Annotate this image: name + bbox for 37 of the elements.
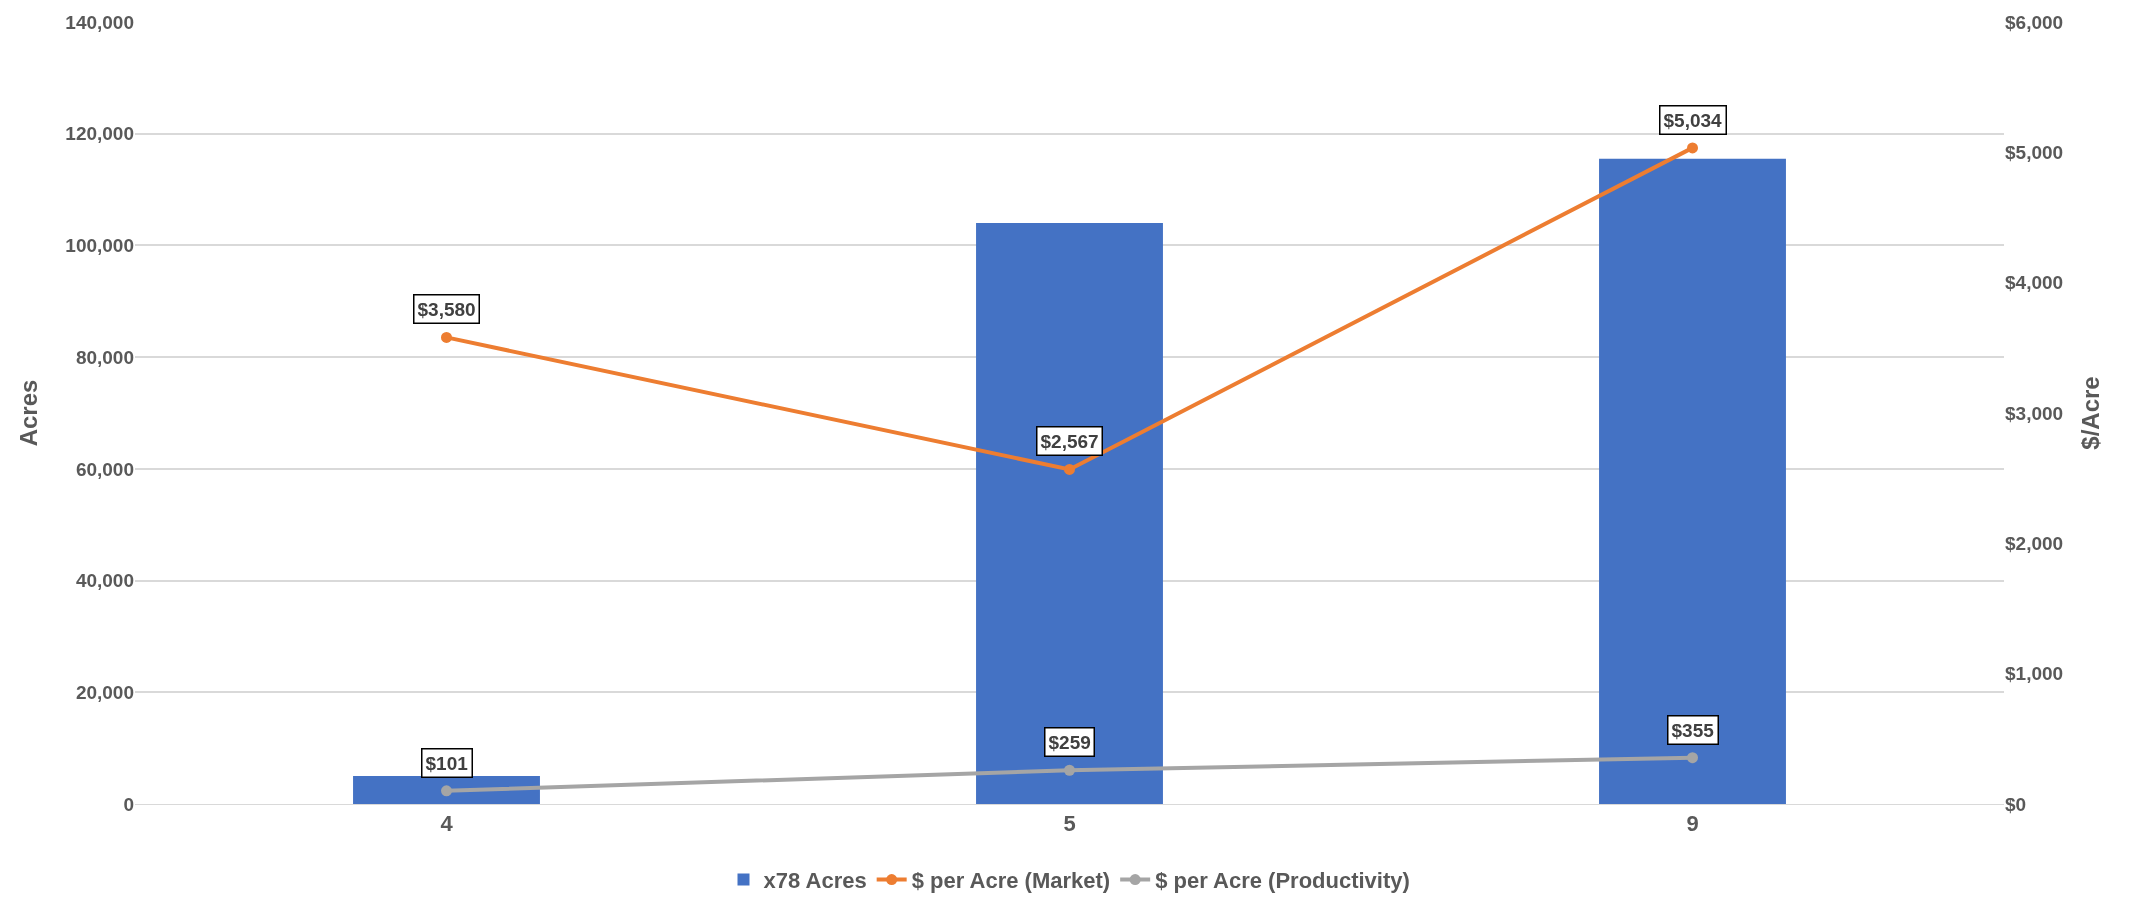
y-axis-title: Acres <box>15 379 43 447</box>
data-label: $2,567 <box>1040 430 1099 452</box>
y-tick-label: 140,000 <box>65 11 134 33</box>
y-tick-label: 60,000 <box>75 458 134 480</box>
point <box>1687 752 1698 764</box>
legend-label: $ per Acre (Productivity) <box>1155 868 1410 894</box>
data-label: $101 <box>425 752 469 774</box>
y2-tick-label: $1,000 <box>2005 663 2064 685</box>
x-tick-label: 5 <box>1063 811 1076 837</box>
y-tick-label: 100,000 <box>65 235 134 257</box>
legend-label: x78 Acres <box>763 868 867 894</box>
x-tick-label: 4 <box>440 811 454 837</box>
y2-tick-label: $3,000 <box>2005 402 2064 424</box>
point <box>1064 764 1075 776</box>
y2-tick-label: $4,000 <box>2005 272 2064 294</box>
y-tick-label: 20,000 <box>75 681 134 703</box>
y-tick-label: 40,000 <box>75 570 134 592</box>
y-tick-label: 0 <box>123 793 134 815</box>
data-label: $355 <box>1671 719 1715 741</box>
y2-axis-title: $/Acre <box>2077 376 2105 450</box>
point <box>1687 142 1698 154</box>
legend-label: $ per Acre (Market) <box>911 868 1111 894</box>
bar <box>1599 158 1786 804</box>
y-tick-label: 80,000 <box>75 346 134 368</box>
point <box>441 331 452 343</box>
bar <box>976 223 1163 804</box>
data-label: $259 <box>1048 731 1091 753</box>
y2-tick-label: $6,000 <box>2005 11 2064 33</box>
y2-tick-label: $0 <box>2005 793 2027 815</box>
point <box>441 785 452 797</box>
y-tick-label: 120,000 <box>65 123 134 145</box>
data-label: $3,580 <box>417 298 476 320</box>
x-tick-label: 9 <box>1686 811 1699 837</box>
point <box>1064 463 1075 475</box>
y2-tick-label: $2,000 <box>2005 532 2064 554</box>
data-label: $5,034 <box>1663 109 1723 131</box>
y2-tick-label: $5,000 <box>2005 141 2064 163</box>
